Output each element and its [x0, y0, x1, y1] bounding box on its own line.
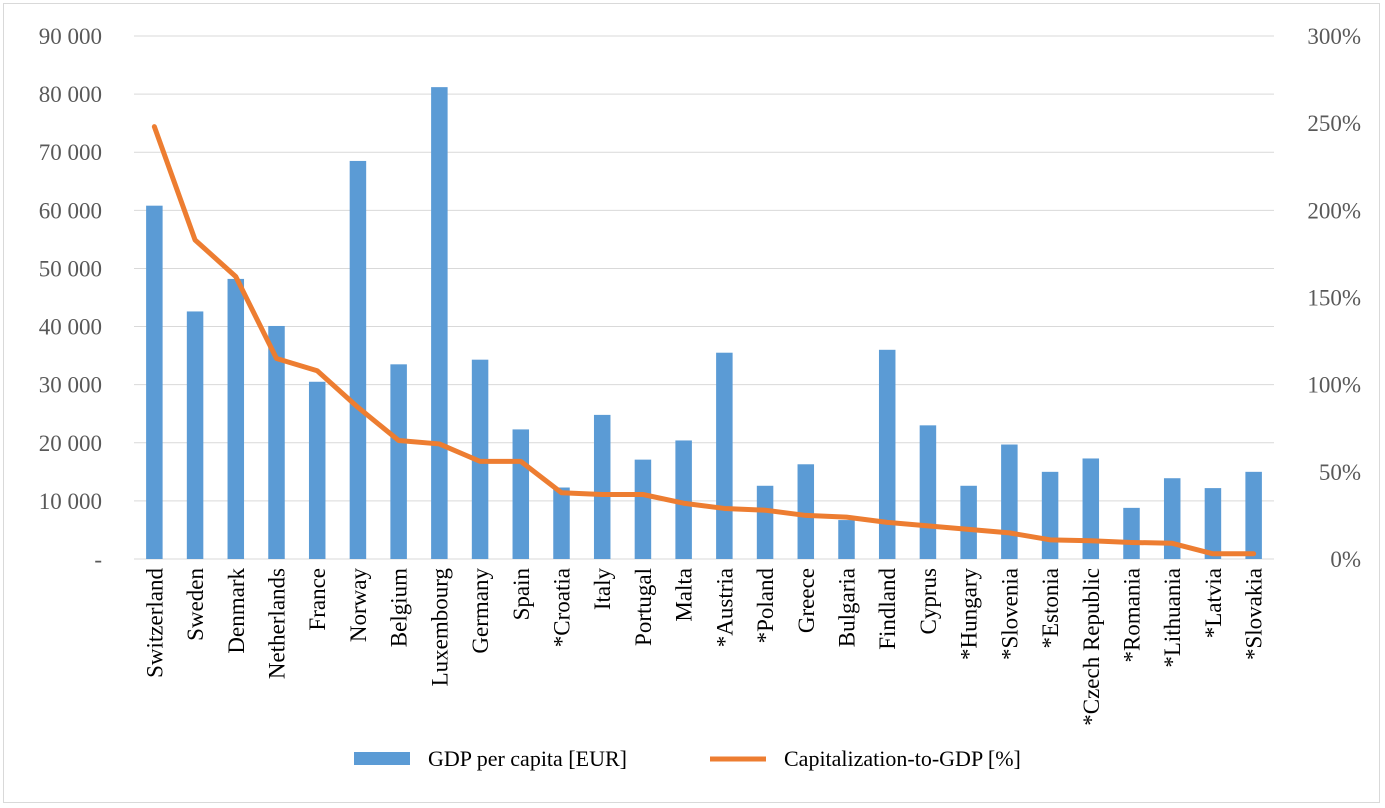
left-tick-label: 80 000 [39, 82, 102, 107]
left-tick-label: 20 000 [39, 431, 102, 456]
category-label: Luxembourg [427, 568, 452, 687]
category-label: Denmark [224, 568, 249, 654]
legend: GDP per capita [EUR] Capitalization-to-G… [354, 746, 1021, 771]
left-axis: - 10 000 20 000 30 000 40 000 50 000 60 000 70 … [39, 24, 102, 572]
bar [756, 485, 774, 559]
bar [553, 487, 570, 559]
bar [146, 205, 163, 559]
right-tick-label: 0% [1330, 547, 1361, 572]
category-label: *Romania [1120, 568, 1145, 663]
left-tick-label: 60 000 [39, 198, 102, 223]
category-axis: Switzerland Sweden Denmark Netherlands Franc… [142, 568, 1266, 726]
bar [919, 425, 937, 559]
category-label: France [305, 568, 330, 631]
category-label: Norway [346, 568, 371, 643]
category-label: *Croatia [550, 568, 575, 647]
bar [512, 429, 530, 559]
bar [1082, 458, 1100, 559]
bar [797, 464, 815, 559]
bar [308, 381, 326, 559]
legend-line-label: Capitalization-to-GDP [%] [784, 746, 1021, 771]
category-label: Belgium [387, 568, 412, 647]
bar [186, 311, 204, 559]
line-path [151, 124, 1257, 557]
category-label: Portugal [631, 568, 656, 646]
bar [634, 459, 652, 559]
left-tick-label: 10 000 [39, 489, 102, 514]
bar-series [146, 87, 1262, 559]
left-tick-label: 50 000 [39, 256, 102, 281]
bar [227, 278, 245, 559]
left-tick-label: 90 000 [39, 24, 102, 49]
legend-bar-swatch [354, 752, 410, 765]
category-label: *Estonia [1038, 568, 1063, 649]
bar [675, 440, 692, 559]
bar [878, 349, 896, 559]
right-tick-label: 200% [1307, 198, 1361, 223]
line-series [151, 124, 1257, 557]
category-label: Malta [672, 568, 697, 622]
bar [349, 160, 367, 559]
bar [960, 485, 977, 559]
category-label: *Slovenia [997, 568, 1022, 660]
category-label: *Latvia [1201, 568, 1226, 638]
gridlines [134, 35, 1274, 560]
bar [268, 325, 285, 559]
bar [390, 364, 407, 559]
category-label: Cyprus [916, 568, 941, 635]
bar [431, 87, 448, 559]
right-tick-label: 50% [1319, 460, 1361, 485]
right-tick-label: 250% [1307, 111, 1361, 136]
right-axis: 0% 50% 100% 150% 200% 250% 300% [1307, 24, 1361, 572]
left-tick-label: 30 000 [39, 373, 102, 398]
right-tick-label: 150% [1307, 286, 1361, 311]
bar [838, 520, 855, 559]
category-label: *Austria [712, 568, 737, 647]
bar [716, 352, 733, 559]
category-label: Switzerland [142, 568, 167, 678]
category-label: *Lithuania [1160, 568, 1185, 668]
legend-bar-label: GDP per capita [EUR] [428, 746, 627, 771]
category-label: *Slovakia [1242, 568, 1267, 660]
category-label: *Poland [753, 568, 778, 644]
category-label: Greece [794, 568, 819, 633]
bar [1245, 471, 1262, 559]
left-tick-label: 70 000 [39, 140, 102, 165]
left-tick-label: 40 000 [39, 315, 102, 340]
bar [1163, 478, 1181, 559]
bar [1204, 488, 1222, 559]
category-label: Italy [590, 568, 615, 611]
category-label: Germany [468, 568, 493, 654]
category-label: Sweden [183, 568, 208, 641]
right-tick-label: 100% [1307, 373, 1361, 398]
category-label: *Hungary [957, 568, 982, 660]
category-label: Bulgaria [835, 568, 860, 647]
bar [593, 414, 611, 559]
bar [1123, 507, 1140, 559]
bar [1001, 444, 1018, 559]
category-label: Netherlands [265, 568, 290, 679]
left-tick-label: - [94, 547, 102, 572]
category-label: *Czech Republic [1079, 568, 1104, 726]
bar [1041, 471, 1059, 559]
category-label: Spain [509, 568, 534, 621]
right-tick-label: 300% [1307, 24, 1361, 49]
category-label: Findland [875, 568, 900, 650]
